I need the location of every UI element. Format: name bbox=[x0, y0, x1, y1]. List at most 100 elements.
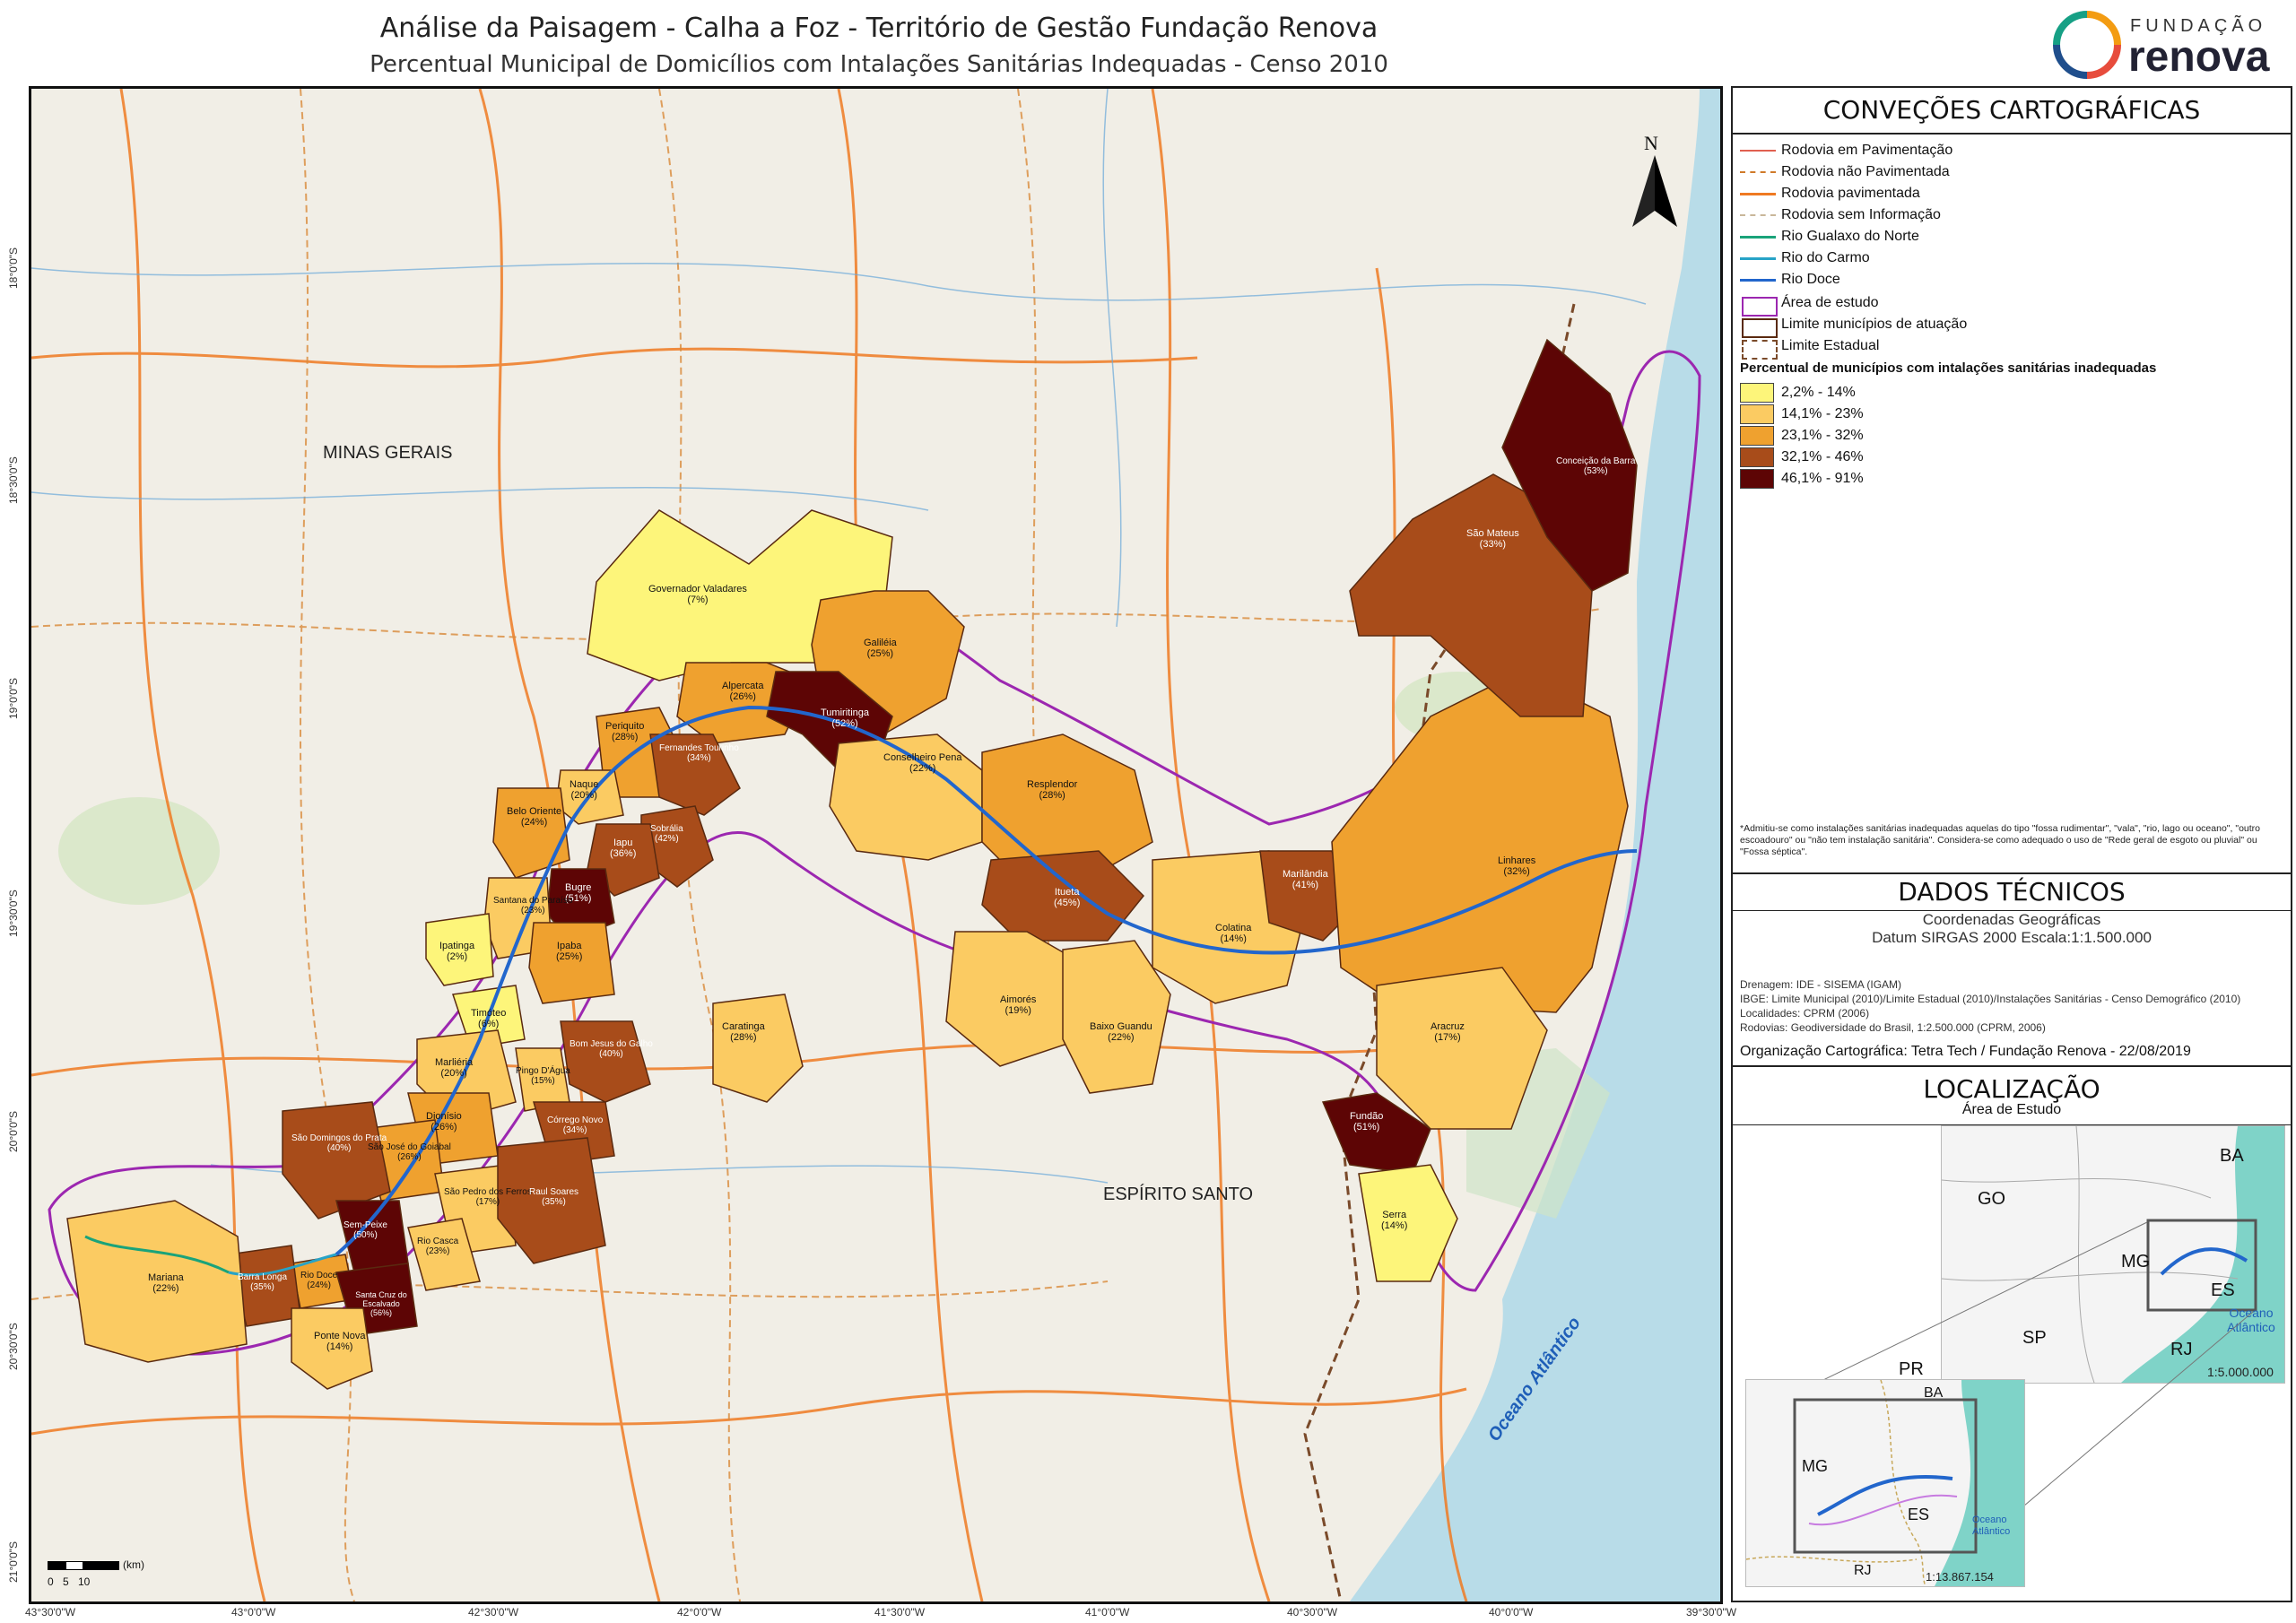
inset-detail-map bbox=[1746, 1380, 2024, 1586]
muni-raul-soares bbox=[497, 1137, 606, 1264]
muni-bom-jesus-do-galho bbox=[560, 1020, 651, 1103]
label-marilandia: Marilândia (41%) bbox=[1283, 869, 1328, 890]
rio-doce bbox=[335, 705, 1638, 1256]
legend-class-4: 32,1% - 46% bbox=[1740, 447, 1864, 468]
inset2-label-rj: RJ bbox=[1854, 1563, 1872, 1578]
main-map[interactable]: MINAS GERAIS ESPÍRITO SANTO Oceano Atlân… bbox=[29, 86, 1723, 1604]
lat-tick-7: 21°0'0"S bbox=[7, 1541, 20, 1583]
inset1-label-go: GO bbox=[1978, 1189, 2006, 1209]
lon-tick-9: 39°30'0"W bbox=[1686, 1606, 1737, 1619]
lon-tick-7: 40°30'0"W bbox=[1287, 1606, 1338, 1619]
legend-class-3: 23,1% - 32% bbox=[1740, 425, 1864, 447]
inset1-label-ba: BA bbox=[2220, 1146, 2244, 1166]
inset1-label-ocean: Oceano Atlântico bbox=[2227, 1306, 2275, 1334]
muni-linhares bbox=[1331, 671, 1629, 1013]
label-colatina: Colatina (14%) bbox=[1215, 923, 1252, 944]
legend-heading: CONVEÇÕES CARTOGRÁFICAS bbox=[1733, 88, 2291, 135]
label-sao-domingos-do-prata: São Domingos do Prata (40%) bbox=[291, 1133, 387, 1153]
muni-mariana bbox=[66, 1200, 248, 1363]
inset2-label-es: ES bbox=[1908, 1506, 1930, 1523]
label-serra: Serra (14%) bbox=[1381, 1210, 1408, 1231]
state-label-es: ESPÍRITO SANTO bbox=[1103, 1185, 1254, 1204]
lat-tick-6: 20°30'0"S bbox=[7, 1323, 20, 1370]
legend-item-limite-municipios: Limite municípios de atuação bbox=[1740, 314, 1967, 338]
label-sao-pedro-dos-ferros: São Pedro dos Ferros (17%) bbox=[444, 1187, 532, 1207]
muni-sao-mateus bbox=[1349, 473, 1593, 717]
label-barra-longa: Barra Longa (35%) bbox=[238, 1272, 288, 1292]
lon-tick-8: 40°0'0"W bbox=[1489, 1606, 1534, 1619]
inset2-scale: 1:13.867.154 bbox=[1926, 1570, 1994, 1584]
muni-rio-casca bbox=[407, 1218, 481, 1291]
label-itueta: Itueta (45%) bbox=[1054, 887, 1081, 908]
coord-system: Coordenadas Geográficas Datum SIRGAS 200… bbox=[1872, 911, 2152, 946]
label-rio-casca: Rio Casca (23%) bbox=[417, 1237, 459, 1256]
ocean bbox=[1350, 89, 1720, 1601]
location-heading-block: LOCALIZAÇÃO Área de Estudo bbox=[1733, 1065, 2291, 1125]
label-sao-mateus: São Mateus (33%) bbox=[1466, 528, 1519, 550]
muni-ponte-nova bbox=[291, 1307, 373, 1390]
label-periquito: Periquito (28%) bbox=[605, 721, 645, 742]
legend-item-limite-estadual: Limite Estadual bbox=[1740, 335, 1879, 360]
label-fundao: Fundão (51%) bbox=[1350, 1111, 1384, 1133]
legend-item-rodovia-pavimentada: Rodovia pavimentada bbox=[1740, 183, 1920, 204]
legend-item-rio-do-carmo: Rio do Carmo bbox=[1740, 247, 1870, 269]
cartographic-organization: Organização Cartográfica: Tetra Tech / F… bbox=[1740, 1044, 2191, 1059]
inset1-scale: 1:5.000.000 bbox=[2207, 1365, 2274, 1379]
muni-itueta bbox=[981, 850, 1145, 942]
lat-tick-5: 20°0'0"S bbox=[7, 1110, 20, 1152]
label-marlieria: Marliéria (20%) bbox=[435, 1057, 474, 1079]
label-raul-soares: Raul Soares (35%) bbox=[529, 1187, 579, 1207]
legend-item-rio-doce: Rio Doce bbox=[1740, 269, 1840, 291]
legend-class-title: Percentual de municípios com intalações … bbox=[1740, 360, 2157, 376]
map-canvas bbox=[31, 89, 1720, 1601]
technical-heading: DADOS TÉCNICOS bbox=[1733, 872, 2291, 911]
rio-do-carmo bbox=[228, 1253, 337, 1277]
title-block: Análise da Paisagem - Calha a Foz - Terr… bbox=[27, 11, 1731, 78]
renova-ring-icon bbox=[2053, 11, 2121, 79]
label-resplendor: Resplendor (28%) bbox=[1027, 779, 1078, 801]
lon-tick-3: 42°30'0"W bbox=[468, 1606, 519, 1619]
map-title: Análise da Paisagem - Calha a Foz - Terr… bbox=[379, 13, 1378, 44]
location-inset-detail: BA MG ES RJ Oceano Atlântico 1:13.867.15… bbox=[1745, 1379, 2025, 1587]
label-sao-jose-do-goiabal: São José do Goiabal (26%) bbox=[368, 1142, 451, 1162]
label-bom-jesus-do-galho: Bom Jesus do Galho (40%) bbox=[570, 1039, 653, 1059]
legend-item-rio-gualaxo: Rio Gualaxo do Norte bbox=[1740, 226, 1919, 247]
lon-tick-6: 41°0'0"W bbox=[1085, 1606, 1130, 1619]
inset2-label-ba: BA bbox=[1924, 1385, 1944, 1401]
lon-tick-5: 41°30'0"W bbox=[874, 1606, 926, 1619]
label-dionisio: Dionísio (26%) bbox=[426, 1111, 462, 1133]
legend-item-rodovia-nao-pavimentada: Rodovia não Pavimentada bbox=[1740, 161, 1950, 183]
location-subheading: Área de Estudo bbox=[1961, 1102, 2062, 1117]
muni-fundao bbox=[1321, 1092, 1431, 1175]
scale-bar: (km) 0 5 10 bbox=[48, 1558, 155, 1588]
muni-conselheiro-pena bbox=[829, 733, 983, 861]
label-rio-doce: Rio Doce (24%) bbox=[300, 1271, 338, 1290]
scale-unit: (km) bbox=[123, 1558, 144, 1571]
inset1-label-es: ES bbox=[2211, 1280, 2235, 1300]
legend-item-rodovia-em-pavimentacao: Rodovia em Pavimentação bbox=[1740, 140, 1952, 161]
state-label-mg: MINAS GERAIS bbox=[323, 443, 453, 463]
label-sobralia: Sobrália (42%) bbox=[650, 824, 683, 844]
rio-gualaxo-do-norte bbox=[84, 1235, 230, 1274]
legend-item-rodovia-sem-informacao: Rodovia sem Informação bbox=[1740, 204, 1941, 226]
inset1-label-mg: MG bbox=[2121, 1252, 2151, 1271]
label-governador-valadares: Governador Valadares (7%) bbox=[648, 584, 747, 605]
label-conselheiro-pena: Conselheiro Pena (22%) bbox=[883, 752, 962, 774]
lat-tick-1: 18°0'0"S bbox=[7, 247, 20, 289]
label-pingo-dagua: Pingo D'Água (15%) bbox=[516, 1066, 570, 1086]
muni-belo-oriente bbox=[492, 787, 570, 879]
label-aimores: Aimorés (19%) bbox=[1000, 994, 1037, 1016]
muni-ipaba bbox=[528, 922, 615, 1004]
muni-marilandia bbox=[1259, 850, 1351, 942]
label-sem-peixe: Sem-Peixe (50%) bbox=[344, 1220, 387, 1240]
scale-tick-5: 5 bbox=[63, 1575, 69, 1588]
label-linhares: Linhares (32%) bbox=[1498, 855, 1536, 877]
muni-caratinga bbox=[712, 994, 804, 1103]
label-timoteo: Timóteo (6%) bbox=[471, 1008, 507, 1029]
lat-tick-4: 19°30'0"S bbox=[7, 890, 20, 937]
muni-serra bbox=[1358, 1164, 1458, 1282]
label-alpercata: Alpercata (26%) bbox=[722, 681, 764, 702]
inset2-label-mg: MG bbox=[1802, 1457, 1828, 1475]
muni-ipatinga bbox=[425, 913, 494, 986]
data-sources: Drenagem: IDE - SISEMA (IGAM) IBGE: Limi… bbox=[1740, 978, 2241, 1034]
